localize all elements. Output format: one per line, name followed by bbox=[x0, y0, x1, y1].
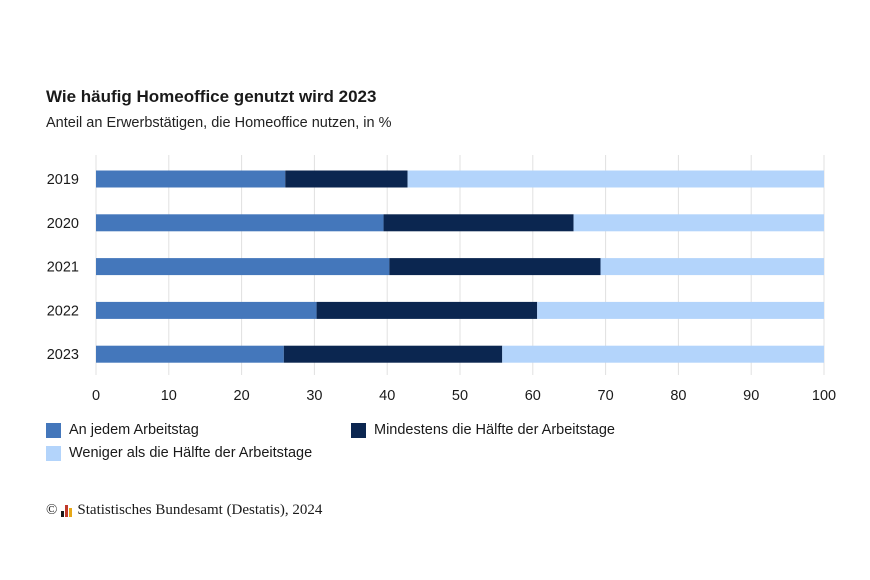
destatis-logo-icon bbox=[61, 504, 73, 517]
x-tick-label-40: 40 bbox=[379, 388, 395, 404]
x-tick-label-10: 10 bbox=[161, 388, 177, 404]
y-tick-label-2019: 2019 bbox=[47, 172, 79, 188]
legend-swatch-every-day bbox=[46, 422, 61, 438]
bar-2019-series-2 bbox=[407, 170, 824, 188]
legend-swatch-less-than-half bbox=[46, 445, 61, 461]
bar-2021-series-2 bbox=[600, 258, 824, 276]
bar-2021-series-0 bbox=[96, 258, 390, 276]
legend-label-every-day: An jedem Arbeitstag bbox=[69, 422, 199, 438]
y-tick-label-2021: 2021 bbox=[47, 260, 79, 276]
legend-item-at-least-half: Mindestens die Hälfte der Arbeitstage bbox=[351, 422, 615, 438]
bar-2023-series-2 bbox=[502, 345, 824, 363]
x-tick-label-90: 90 bbox=[743, 388, 759, 404]
legend-label-less-than-half: Weniger als die Hälfte der Arbeitstage bbox=[69, 445, 313, 461]
legend-swatch-at-least-half bbox=[351, 422, 366, 438]
x-tick-label-50: 50 bbox=[452, 388, 468, 404]
bar-2020-series-0 bbox=[96, 214, 384, 232]
bar-2022-series-0 bbox=[96, 301, 317, 319]
legend-item-every-day: An jedem Arbeitstag bbox=[46, 422, 199, 438]
source-line: © Statistisches Bundesamt (Destatis), 20… bbox=[46, 502, 322, 519]
x-tick-label-100: 100 bbox=[812, 388, 836, 404]
bar-2019-series-1 bbox=[285, 170, 408, 188]
bar-2019-series-0 bbox=[96, 170, 286, 188]
bar-2023-series-1 bbox=[283, 345, 503, 363]
x-tick-label-80: 80 bbox=[670, 388, 686, 404]
x-tick-label-20: 20 bbox=[234, 388, 250, 404]
x-tick-label-60: 60 bbox=[525, 388, 541, 404]
x-tick-label-30: 30 bbox=[306, 388, 322, 404]
y-tick-label-2022: 2022 bbox=[47, 303, 79, 319]
bar-2022-series-2 bbox=[537, 301, 824, 319]
bar-2023-series-0 bbox=[96, 345, 284, 363]
x-tick-label-70: 70 bbox=[598, 388, 614, 404]
copyright-symbol: © bbox=[46, 502, 58, 518]
bar-2020-series-2 bbox=[573, 214, 824, 232]
y-tick-label-2023: 2023 bbox=[47, 347, 79, 363]
legend-item-less-than-half: Weniger als die Hälfte der Arbeitstage bbox=[46, 445, 312, 461]
legend-label-at-least-half: Mindestens die Hälfte der Arbeitstage bbox=[374, 422, 615, 438]
bar-2022-series-1 bbox=[316, 301, 538, 319]
y-tick-label-2020: 2020 bbox=[47, 216, 79, 232]
x-tick-label-0: 0 bbox=[92, 388, 100, 404]
bar-2021-series-1 bbox=[389, 258, 601, 276]
source-text: Statistisches Bundesamt (Destatis), 2024 bbox=[77, 502, 323, 518]
chart-title: Wie häufig Homeoffice genutzt wird 2023 bbox=[46, 87, 377, 106]
bar-2020-series-1 bbox=[383, 214, 574, 232]
chart-subtitle: Anteil an Erwerbstätigen, die Homeoffice… bbox=[46, 115, 392, 131]
